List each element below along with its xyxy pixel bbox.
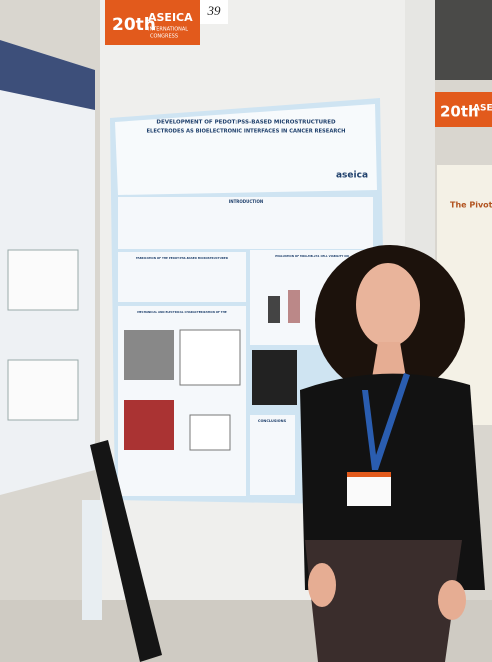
name-badge-band — [347, 472, 391, 477]
poster-section-heading: MECHANICAL AND ELECTRICAL CHARACTERIZATI… — [137, 310, 227, 314]
lanyard — [362, 373, 410, 470]
left-poster-figure — [7, 249, 79, 311]
poster-figure — [124, 400, 174, 450]
banner — [105, 0, 200, 45]
hand — [308, 563, 336, 607]
poster-figure-bar — [268, 296, 280, 323]
poster-intro — [118, 197, 373, 249]
poster-title: ELECTRODES AS BIOELECTRONIC INTERFACES I… — [147, 129, 346, 135]
left-poster-header — [0, 40, 95, 110]
poster-figure — [189, 414, 231, 451]
poster-figure — [179, 329, 241, 386]
skirt — [305, 540, 462, 662]
banner-name: ASEICA — [148, 11, 193, 24]
top — [300, 373, 485, 590]
poster-logo: aseica — [336, 171, 368, 181]
board-number-box — [200, 0, 228, 24]
poster-title-box — [115, 104, 377, 195]
poster-figure — [252, 350, 297, 405]
poster-section-heading: EVALUATION OF MDA-MB-231 CELL VIABILITY … — [275, 254, 349, 258]
hand — [438, 580, 466, 620]
banner-subtitle: INTERNATIONAL — [148, 27, 188, 33]
banner-subtitle: CONGRESS — [150, 34, 178, 40]
poster-panel — [118, 252, 246, 302]
poster-section-heading: INTRODUCTION — [229, 199, 264, 204]
face — [356, 263, 420, 347]
banner-ordinal: 20th — [112, 15, 156, 35]
poster-section-heading: CONCLUSIONS — [258, 419, 287, 423]
right-poster-heading: The Pivotal Ro — [450, 201, 492, 210]
poster-title: DEVELOPMENT OF PEDOT:PSS-BASED MICROSTRU… — [156, 120, 336, 126]
right-banner — [435, 92, 492, 127]
stand — [82, 500, 102, 620]
poster-figure-bar — [288, 290, 300, 323]
poster-section-heading: FABRICATION OF THE PEDOT:PSS-BASED MICRO… — [136, 256, 229, 260]
poster-tube — [90, 440, 162, 662]
board-number: 39 — [207, 3, 222, 18]
right-banner-name: ASEICA — [473, 104, 492, 114]
poster-figure — [124, 330, 174, 380]
name-badge — [347, 472, 391, 506]
poster-panel — [250, 415, 295, 495]
right-banner-ordinal: 20th — [440, 103, 479, 121]
left-poster-figure — [7, 359, 79, 421]
